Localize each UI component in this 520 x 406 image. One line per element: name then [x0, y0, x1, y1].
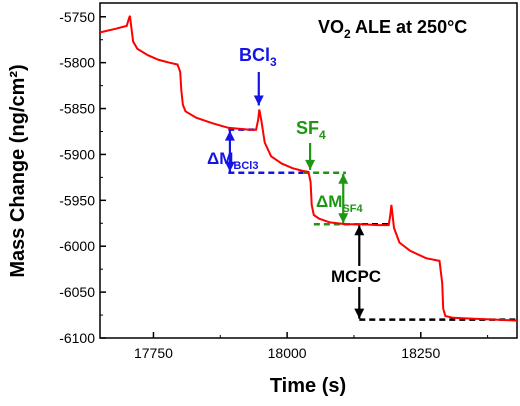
delta-m-bcl3-label: ΔMBCl3	[207, 149, 258, 172]
y-tick-label: -6000	[59, 238, 95, 254]
mcpc-arrow-head	[354, 225, 365, 236]
delta-m-sf4-arrow-head	[338, 213, 349, 224]
delta-m-sf4-arrow-head	[338, 173, 349, 184]
plot-frame	[99, 2, 518, 339]
x-axis-ticks: 17750 18000 18250	[134, 332, 489, 361]
delta-m-sf4-label: ΔMSF4	[316, 192, 363, 215]
x-tick-label: 18000	[268, 345, 307, 361]
title-rest: ALE at 250°C	[351, 17, 468, 37]
x-tick-label: 17750	[134, 345, 173, 361]
delta-m-bcl3-arrow-head	[224, 161, 235, 172]
y-tick-label: -5950	[59, 192, 95, 208]
bcl3-label: BCl3	[239, 45, 277, 69]
mcpc-arrow-head	[354, 308, 365, 319]
x-tick-label: 18250	[401, 345, 440, 361]
y-tick-label: -5900	[59, 146, 95, 162]
y-axis-ticks: -6100 -6050 -6000 -5950 -5900 -5850 -5800 -5750	[59, 9, 106, 346]
delta-m-bcl3-arrow-head	[224, 130, 235, 141]
x-axis-title: Time (s)	[270, 375, 346, 397]
y-tick-label: -5850	[59, 101, 95, 117]
mass-change-series-line	[99, 15, 518, 322]
bcl3-pointer-arrow-head	[253, 95, 264, 106]
sf4-label: SF4	[296, 118, 326, 142]
y-tick-label: -5800	[59, 55, 95, 71]
y-tick-label: -6050	[59, 284, 95, 300]
y-axis-title: Mass Change (ng/cm²)	[7, 64, 29, 277]
chart-title: VO2 ALE at 250°C	[318, 17, 467, 41]
title-subscript: 2	[344, 27, 351, 41]
mcpc-label-background	[329, 266, 384, 287]
sf4-pointer-arrow-head	[305, 159, 316, 170]
y-tick-label: -6100	[59, 330, 95, 346]
mcpc-label: MCPC	[331, 267, 381, 286]
y-tick-label: -5750	[59, 9, 95, 25]
title-main: VO	[318, 17, 344, 37]
